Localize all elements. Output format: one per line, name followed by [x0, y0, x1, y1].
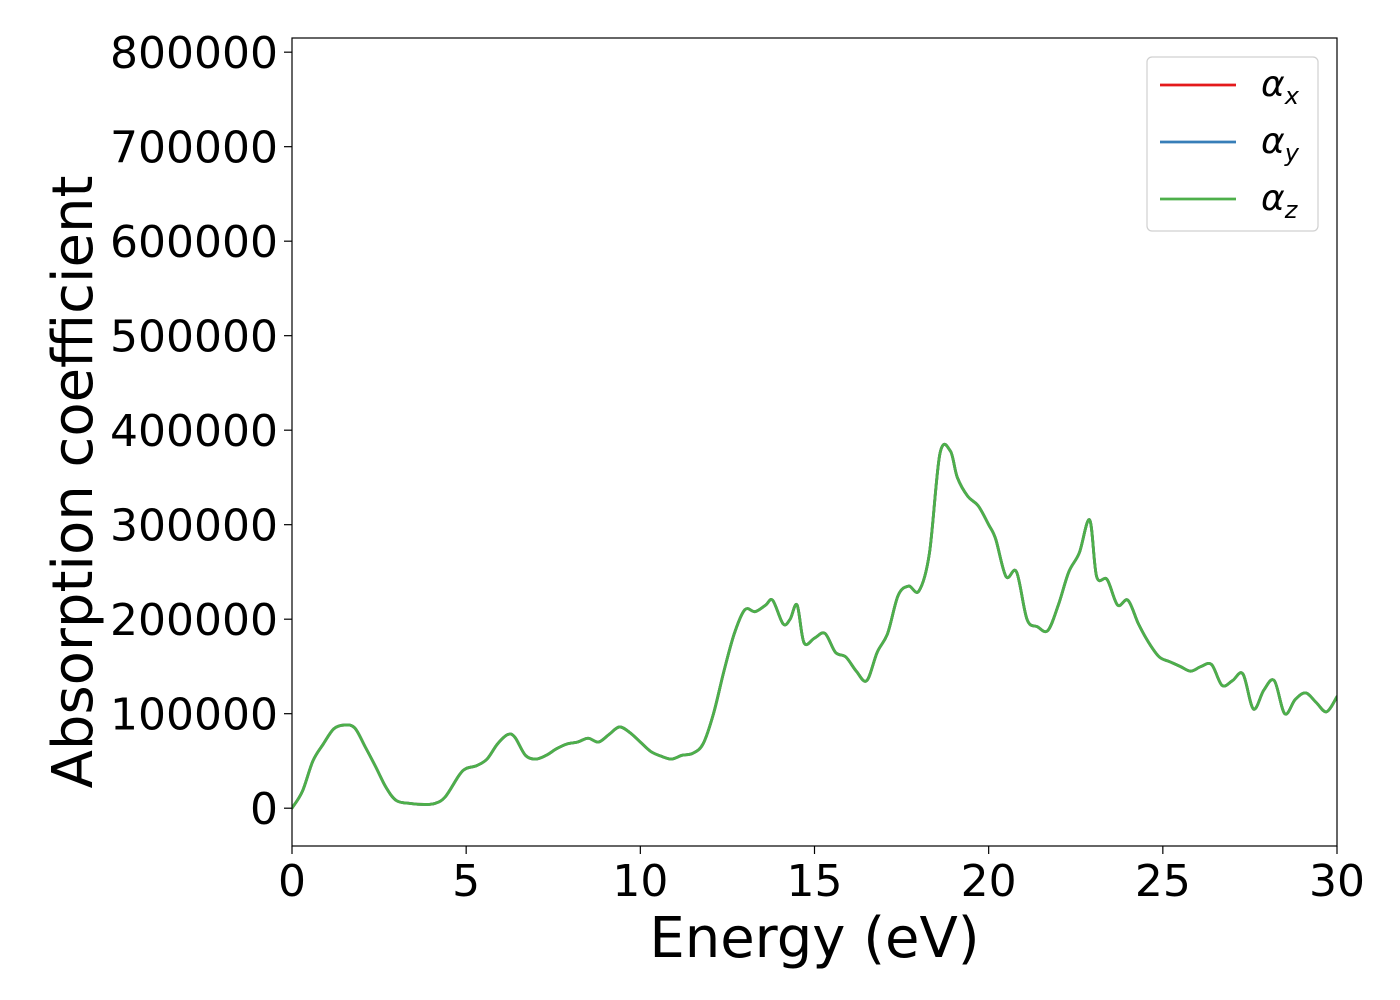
x-tick-label: 25 [1135, 856, 1191, 907]
y-tick-label: 400000 [110, 406, 278, 457]
x-tick-label: 20 [961, 856, 1017, 907]
x-tick-label: 10 [612, 856, 668, 907]
x-tick-label: 15 [787, 856, 843, 907]
y-tick-label: 700000 [110, 123, 278, 174]
x-axis-label: Energy (eV) [649, 906, 979, 971]
x-axis-ticks: 0 5 10 15 20 25 30 [278, 846, 1365, 907]
y-tick-label: 200000 [110, 595, 278, 646]
y-tick-label: 800000 [110, 28, 278, 79]
legend: αx αy αz [1146, 56, 1319, 232]
series-layer [292, 443, 1337, 810]
y-tick-label: 0 [250, 784, 278, 835]
legend-label-x: αx [1261, 64, 1300, 110]
y-tick-label: 300000 [110, 501, 278, 552]
x-tick-label: 5 [452, 856, 480, 907]
y-tick-label: 100000 [110, 690, 278, 741]
legend-box [1146, 56, 1319, 232]
y-axis-label: Absorption coefficient [41, 176, 106, 789]
x-tick-label: 0 [278, 856, 306, 907]
y-tick-label: 600000 [110, 217, 278, 268]
series-line-x [292, 443, 1337, 810]
y-axis-ticks: 0 100000 200000 300000 400000 500000 600000 700… [110, 28, 292, 835]
legend-label-y: αy [1261, 121, 1300, 167]
y-tick-label: 500000 [110, 312, 278, 363]
series-line-z [292, 443, 1337, 810]
legend-label-z: αz [1261, 178, 1299, 224]
x-tick-label: 30 [1309, 856, 1365, 907]
series-line-y [292, 443, 1337, 810]
